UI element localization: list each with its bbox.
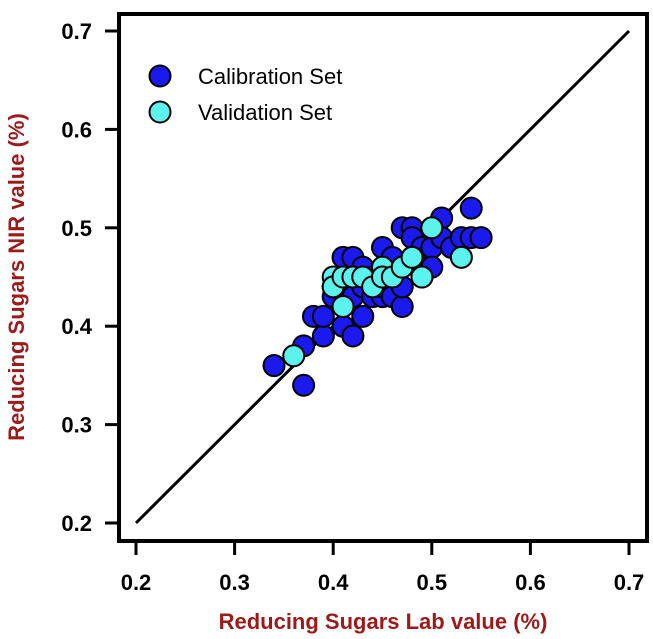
tick-labels: 0.2 0.3 0.4 0.5 0.6 0.7 0.2 0.3 0.4 0.5 0.6 0.7: [61, 19, 644, 595]
legend: Calibration Set Validation Set: [148, 64, 342, 125]
x-tick-label: 0.3: [219, 570, 250, 595]
y-tick-label: 0.6: [61, 117, 92, 142]
calibration-point: [341, 324, 365, 348]
y-tick-label: 0.3: [61, 413, 92, 438]
calibration-point: [459, 196, 483, 220]
legend-marker-validation: [148, 100, 172, 124]
validation-point: [449, 245, 473, 269]
calibration-point: [292, 373, 316, 397]
validation-point: [410, 265, 434, 289]
x-tick-label: 0.4: [318, 570, 349, 595]
calibration-point: [311, 304, 335, 328]
plot-area: [117, 12, 649, 543]
x-tick-label: 0.5: [417, 570, 448, 595]
calibration-point: [390, 295, 414, 319]
legend-label-calibration: Calibration Set: [198, 64, 342, 89]
calibration-point: [262, 354, 286, 378]
y-tick-label: 0.7: [61, 19, 92, 44]
validation-point: [331, 295, 355, 319]
validation-point: [282, 344, 306, 368]
plot-frame: [117, 12, 649, 543]
calibration-point: [311, 324, 335, 348]
validation-point: [400, 245, 424, 269]
calibration-point: [351, 304, 375, 328]
x-tick-label: 0.6: [515, 570, 546, 595]
data-points: [262, 196, 493, 397]
x-tick-label: 0.2: [121, 570, 152, 595]
x-axis-title: Reducing Sugars Lab value (%): [219, 609, 548, 634]
y-axis-title: Reducing Sugars NIR value (%): [4, 113, 29, 441]
y-tick-label: 0.5: [61, 216, 92, 241]
calibration-point: [469, 226, 493, 250]
legend-label-validation: Validation Set: [198, 100, 332, 125]
axis-ticks: [105, 29, 631, 555]
x-tick-label: 0.7: [614, 570, 645, 595]
legend-marker-calibration: [148, 64, 172, 88]
y-tick-label: 0.4: [61, 314, 92, 339]
validation-point: [420, 216, 444, 240]
y-tick-label: 0.2: [61, 511, 92, 536]
